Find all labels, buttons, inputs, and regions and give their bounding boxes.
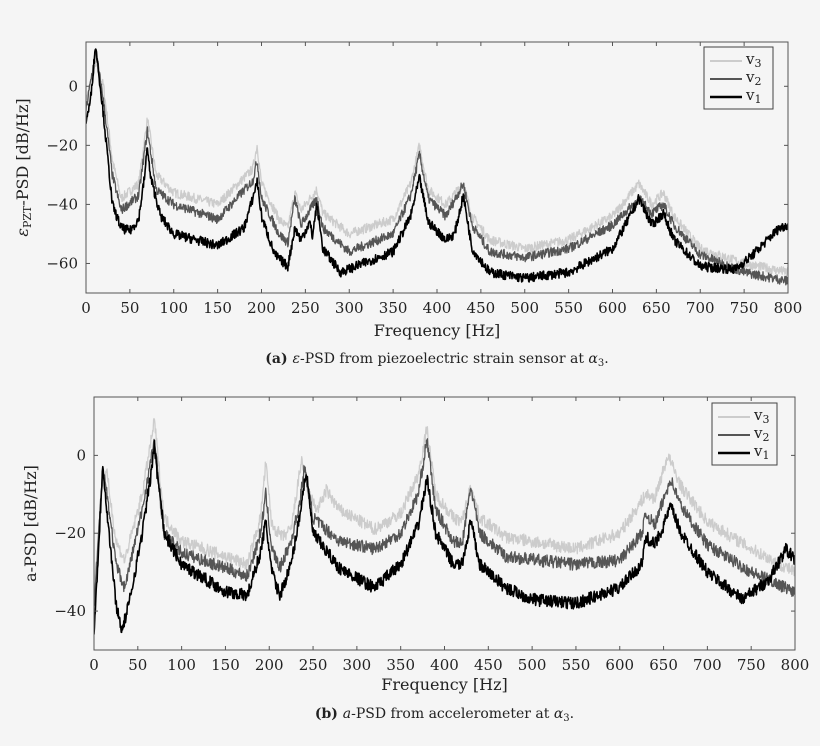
- figure-caption: (a) ε-PSD from piezoelectric strain sens…: [265, 351, 608, 369]
- axes-frame: [85, 41, 789, 294]
- caption-end: .: [570, 706, 574, 722]
- x-tick-label: 750: [730, 299, 759, 317]
- caption-alpha: α: [588, 351, 598, 367]
- y-label-subscript: PZT: [21, 205, 34, 228]
- x-tick-label: 700: [686, 299, 715, 317]
- caption-text: -PSD from accelerometer at: [351, 706, 554, 722]
- legend-label-subscript: 2: [754, 75, 761, 88]
- x-tick-label: 300: [343, 656, 372, 674]
- x-tick-label: 400: [423, 299, 452, 317]
- y-tick-label: 0: [68, 77, 78, 95]
- y-label-symbol: ε: [13, 228, 32, 237]
- legend-label-v2: v2: [753, 424, 769, 444]
- series-line-v1: [94, 439, 795, 635]
- series-line-v1: [86, 48, 788, 283]
- series-group: [86, 48, 788, 286]
- x-tick-label: 700: [693, 656, 722, 674]
- legend-label-subscript: 3: [762, 413, 769, 426]
- series-line-v3: [94, 417, 795, 598]
- x-tick-label: 800: [774, 299, 803, 317]
- x-tick-label: 250: [291, 299, 320, 317]
- legend-label-base: v: [745, 68, 755, 86]
- legend-label-subscript: 1: [754, 93, 761, 106]
- x-tick-label: 600: [605, 656, 634, 674]
- x-tick-label: 400: [430, 656, 459, 674]
- legend-label-v1: v1: [745, 86, 761, 106]
- x-axis-label: Frequency [Hz]: [381, 675, 508, 694]
- x-tick-label: 500: [518, 656, 547, 674]
- x-tick-label: 0: [81, 299, 91, 317]
- legend-label-v1: v1: [753, 442, 769, 462]
- legend-label-base: v: [745, 86, 755, 104]
- legend-label-base: v: [753, 424, 763, 442]
- chart-panel-a: 0 50 100 150 200 250 300 350 400 450 500 550 600 650 7…: [13, 41, 803, 369]
- figure-caption: (b) a-PSD from accelerometer at α3.: [315, 706, 574, 724]
- x-tick-label: 800: [781, 656, 810, 674]
- axes-frame: [93, 396, 796, 651]
- legend-label-subscript: 2: [762, 431, 769, 444]
- y-tick-label: −20: [46, 136, 78, 154]
- series-line-v3: [86, 60, 788, 276]
- y-axis-label: εPZT-PSD [dB/Hz]: [13, 98, 34, 236]
- caption-symbol: a: [343, 706, 351, 722]
- x-tick-label: 550: [554, 299, 583, 317]
- legend-label-v3: v3: [753, 406, 769, 426]
- legend-label-v3: v3: [745, 50, 761, 70]
- x-tick-label: 600: [598, 299, 627, 317]
- caption-end: .: [604, 351, 608, 367]
- y-label-text: a-PSD [dB/Hz]: [21, 465, 40, 582]
- caption-label: (a): [265, 351, 292, 367]
- x-tick-label: 0: [89, 656, 99, 674]
- caption-alpha-subscript: 3: [598, 358, 604, 369]
- x-tick-label: 150: [203, 299, 232, 317]
- x-tick-label: 50: [128, 656, 147, 674]
- x-tick-label: 750: [737, 656, 766, 674]
- series-line-v2: [94, 438, 795, 607]
- legend-label-base: v: [753, 442, 763, 460]
- y-label-text: -PSD [dB/Hz]: [13, 98, 32, 205]
- x-tick-label: 100: [167, 656, 196, 674]
- x-tick-label: 550: [562, 656, 591, 674]
- legend-label-base: v: [745, 50, 755, 68]
- caption-alpha-subscript: 3: [563, 713, 569, 724]
- caption-symbol: ε: [292, 351, 300, 367]
- x-tick-label: 650: [649, 656, 678, 674]
- y-tick-label: −40: [46, 195, 78, 213]
- x-tick-label: 650: [642, 299, 671, 317]
- legend-label-base: v: [753, 406, 763, 424]
- x-tick-label: 300: [335, 299, 364, 317]
- x-tick-label: 200: [255, 656, 284, 674]
- legend-label-subscript: 3: [754, 57, 761, 70]
- caption-alpha: α: [554, 706, 564, 722]
- caption-label: (b): [315, 706, 343, 722]
- series-group: [94, 417, 795, 635]
- y-axis-label: a-PSD [dB/Hz]: [21, 465, 40, 582]
- legend-label-v2: v2: [745, 68, 761, 88]
- y-tick-label: 0: [76, 446, 86, 464]
- x-tick-label: 350: [386, 656, 415, 674]
- chart-panel-b: 0 50 100 150 200 250 300 350 400 450 500 550 600 650 7…: [21, 396, 810, 724]
- y-tick-label: −40: [54, 602, 86, 620]
- legend-label-subscript: 1: [762, 449, 769, 462]
- x-tick-label: 500: [510, 299, 539, 317]
- x-tick-label: 50: [120, 299, 139, 317]
- y-tick-label: −20: [54, 524, 86, 542]
- x-tick-label: 350: [379, 299, 408, 317]
- y-tick-label: −60: [46, 254, 78, 272]
- x-tick-label: 200: [247, 299, 276, 317]
- caption-text: -PSD from piezoelectric strain sensor at: [300, 351, 588, 367]
- x-tick-label: 450: [467, 299, 496, 317]
- x-tick-label: 450: [474, 656, 503, 674]
- x-tick-label: 100: [159, 299, 188, 317]
- x-tick-label: 150: [211, 656, 240, 674]
- x-axis-label: Frequency [Hz]: [374, 321, 501, 340]
- series-line-v2: [86, 50, 788, 286]
- x-tick-label: 250: [299, 656, 328, 674]
